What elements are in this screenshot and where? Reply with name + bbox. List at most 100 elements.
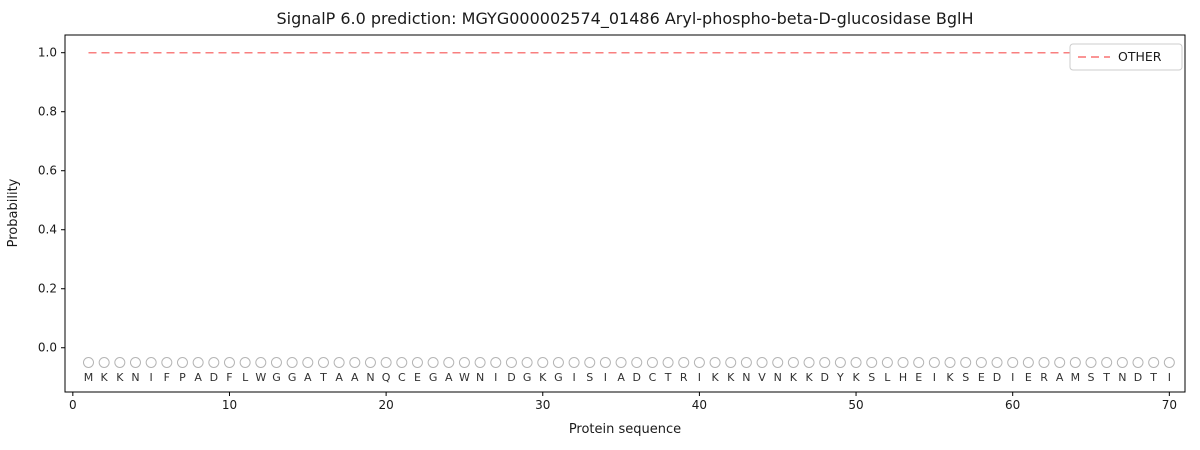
sequence-letter: I xyxy=(933,371,936,384)
sequence-marker xyxy=(772,356,784,368)
sequence-letter: A xyxy=(351,371,359,384)
y-tick-label: 0.6 xyxy=(38,164,57,178)
legend-label-other: OTHER xyxy=(1118,49,1162,64)
sequence-marker xyxy=(1069,356,1081,368)
sequence-letter: S xyxy=(868,371,875,384)
sequence-marker xyxy=(1085,356,1097,368)
sequence-letter: D xyxy=(820,371,828,384)
sequence-marker xyxy=(443,356,455,368)
sequence-letter: M xyxy=(84,371,94,384)
sequence-marker xyxy=(960,356,972,368)
sequence-marker xyxy=(1116,356,1128,368)
sequence-letter: I xyxy=(1011,371,1014,384)
x-tick-label: 70 xyxy=(1162,398,1177,412)
sequence-letter: P xyxy=(179,371,186,384)
x-tick-label: 10 xyxy=(222,398,237,412)
sequence-letter: K xyxy=(852,371,860,384)
sequence-letter: K xyxy=(727,371,735,384)
x-tick-label: 50 xyxy=(848,398,863,412)
sequence-letter: I xyxy=(494,371,497,384)
sequence-marker xyxy=(881,356,893,368)
sequence-marker xyxy=(568,356,580,368)
sequence-letter: G xyxy=(288,371,297,384)
sequence-marker xyxy=(756,356,768,368)
sequence-marker xyxy=(505,356,517,368)
sequence-letter: N xyxy=(774,371,782,384)
sequence-marker xyxy=(396,356,408,368)
sequence-marker xyxy=(380,356,392,368)
sequence-letter: V xyxy=(758,371,766,384)
y-tick-label: 0.0 xyxy=(38,341,57,355)
sequence-marker xyxy=(114,356,126,368)
sequence-marker xyxy=(82,356,94,368)
sequence-letter: G xyxy=(554,371,563,384)
sequence-marker xyxy=(615,356,627,368)
sequence-marker xyxy=(333,356,345,368)
sequence-letter: D xyxy=(210,371,218,384)
sequence-marker xyxy=(537,356,549,368)
sequence-letter: D xyxy=(633,371,641,384)
sequence-letter: I xyxy=(698,371,701,384)
sequence-letter: E xyxy=(1025,371,1032,384)
sequence-letter: N xyxy=(742,371,750,384)
sequence-marker xyxy=(913,356,925,368)
sequence-marker xyxy=(709,356,721,368)
sequence-marker xyxy=(208,356,220,368)
sequence-marker xyxy=(317,356,329,368)
sequence-marker xyxy=(693,356,705,368)
sequence-letter: D xyxy=(507,371,515,384)
sequence-marker xyxy=(631,356,643,368)
sequence-marker xyxy=(599,356,611,368)
sequence-letter: N xyxy=(366,371,374,384)
sequence-marker xyxy=(521,356,533,368)
y-tick-label: 1.0 xyxy=(38,46,57,60)
y-tick-label: 0.2 xyxy=(38,282,57,296)
sequence-letter: Q xyxy=(382,371,391,384)
sequence-letter: M xyxy=(1071,371,1081,384)
sequence-marker xyxy=(192,356,204,368)
sequence-marker xyxy=(678,356,690,368)
sequence-letter: A xyxy=(304,371,312,384)
sequence-marker xyxy=(145,356,157,368)
y-tick-label: 0.8 xyxy=(38,105,57,119)
sequence-letter: A xyxy=(194,371,202,384)
sequence-letter: D xyxy=(993,371,1001,384)
sequence-letter: G xyxy=(429,371,438,384)
sequence-letter: G xyxy=(272,371,281,384)
sequence-letter: L xyxy=(884,371,891,384)
sequence-marker xyxy=(1163,356,1175,368)
sequence-marker xyxy=(897,356,909,368)
sequence-marker xyxy=(1101,356,1113,368)
sequence-marker xyxy=(552,356,564,368)
sequence-marker xyxy=(725,356,737,368)
sequence-marker xyxy=(584,356,596,368)
sequence-marker xyxy=(740,356,752,368)
legend: OTHER xyxy=(1069,43,1183,71)
plot-area: 0 10 20 30 40 50 60 700.00.20.40.60.81.0M K K N I F P… xyxy=(38,34,1186,412)
sequence-marker xyxy=(787,356,799,368)
sequence-marker xyxy=(944,356,956,368)
sequence-letter: C xyxy=(398,371,406,384)
x-tick-label: 30 xyxy=(535,398,550,412)
sequence-marker xyxy=(286,356,298,368)
legend-box xyxy=(1069,43,1183,71)
sequence-marker xyxy=(662,356,674,368)
sequence-marker xyxy=(427,356,439,368)
sequence-letter: C xyxy=(649,371,657,384)
sequence-letter: E xyxy=(978,371,985,384)
sequence-letter: N xyxy=(1118,371,1126,384)
sequence-marker xyxy=(646,356,658,368)
sequence-letter: N xyxy=(131,371,139,384)
sequence-letter: N xyxy=(476,371,484,384)
sequence-marker xyxy=(349,356,361,368)
sequence-letter: T xyxy=(319,371,327,384)
sequence-marker xyxy=(1054,356,1066,368)
sequence-letter: K xyxy=(805,371,813,384)
sequence-letter: S xyxy=(586,371,593,384)
sequence-letter: G xyxy=(523,371,532,384)
sequence-letter: S xyxy=(1088,371,1095,384)
sequence-marker xyxy=(161,356,173,368)
sequence-marker xyxy=(1132,356,1144,368)
